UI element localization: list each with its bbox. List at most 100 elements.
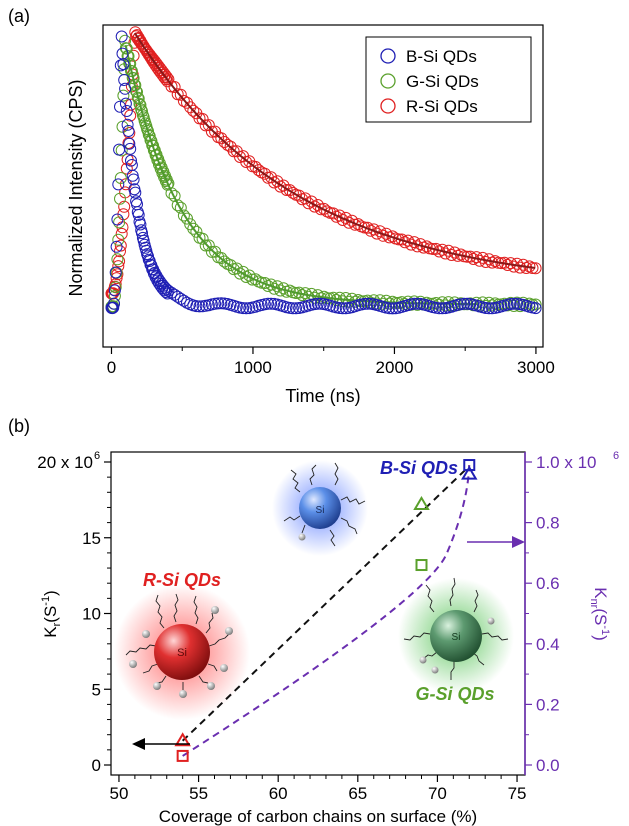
fit-line [124,44,480,306]
data-point [161,178,174,191]
kr-unit-sup: -1 [40,596,52,606]
data-point [433,302,446,315]
data-point [358,297,371,310]
data-point [411,297,424,310]
data-point [119,82,132,95]
data-point [177,209,190,222]
data-point [240,302,253,315]
legend-marker [380,98,396,114]
data-point [187,104,200,117]
data-point [125,154,137,167]
data-point [130,85,143,98]
data-point [108,284,121,297]
data-point [122,137,135,149]
plot-a-x-tick-label: 0 [107,358,116,377]
svg-text:Knr(S-1): Knr(S-1) [588,587,611,641]
data-point [483,302,495,315]
data-point [280,184,293,196]
data-point [114,192,126,205]
qd-illustration-green: Si [398,577,514,694]
data-point [486,299,499,312]
plot-b-left-tick-label: 20 x 10 [37,453,93,472]
data-point [193,300,206,313]
data-point [124,142,137,155]
data-point [286,302,299,315]
data-point [504,298,517,310]
data-point [196,232,209,245]
green-si-label: Si [452,632,461,643]
plot-b-left-tick-exponent: 6 [94,450,100,462]
data-point [311,199,324,211]
data-point [461,297,474,310]
knr-data-point [176,749,189,762]
data-point [255,276,268,289]
plot-b-left-tick-label: 5 [92,680,101,699]
svg-text:Kr(S-1): Kr(S-1) [40,590,63,637]
panel-b-label: (b) [8,416,30,436]
data-point [265,297,278,310]
data-point [168,81,181,93]
data-point [174,201,187,214]
data-point [118,200,131,213]
data-point [190,225,203,238]
data-point [121,118,134,131]
data-point [131,86,143,98]
data-point [110,272,123,285]
legend-item: R-Si QDs [380,97,478,116]
data-point [212,297,225,310]
kr-unit: (S [41,606,60,623]
data-point [132,208,145,221]
data-point [392,233,405,246]
data-point [215,132,228,145]
data-point [120,105,133,117]
plot-a-x-axis-title: Time (ns) [285,386,360,406]
data-point [162,284,175,297]
data-point [218,136,231,148]
legend-item: B-Si QDs [380,47,477,66]
legend-label: G-Si QDs [406,72,479,91]
data-point [187,222,200,235]
plot-a-x-tick-label: 1000 [234,358,272,377]
data-point [115,227,128,240]
data-point [436,302,449,315]
data-point [122,125,135,137]
knr-trend-curve [182,464,471,757]
plot-b-left-axis-title: Kr(S-1) [40,590,63,637]
data-point [286,186,299,199]
plot-b-x-tick-label: 75 [508,784,527,803]
data-point [136,227,148,240]
plot-a-x-tick-label: 2000 [376,358,414,377]
data-point [142,128,155,141]
data-point [252,164,265,177]
plot-b-x-axis-title: Coverage of carbon chains on surface (%) [159,807,477,826]
red-si-label: Si [177,647,187,659]
legend-label: R-Si QDs [406,97,478,116]
legend-label: B-Si QDs [406,47,477,66]
kr-data-point [413,495,430,510]
data-point [162,73,175,86]
plot-b-series [174,459,478,762]
data-point [258,167,271,180]
kr-subscript: r [51,622,63,626]
data-point [107,301,120,314]
knr-symbol: K [591,587,610,599]
data-point [529,302,542,315]
plot-b-x-tick-label: 55 [189,784,208,803]
data-point [218,255,231,268]
fit-line [133,32,536,269]
plot-b-x-tick-label: 50 [110,784,129,803]
knr-subscript: nr [588,599,600,609]
data-point [115,30,128,43]
data-point [160,71,173,83]
kr-trend-line [181,465,470,742]
data-point [209,125,222,138]
legend-item: G-Si QDs [380,72,479,91]
plot-b-left-tick-label: 15 [82,529,101,548]
data-point [134,218,147,231]
data-point [327,207,340,220]
data-point [129,186,142,199]
legend-marker [380,48,396,64]
data-point [346,292,358,305]
series-r-si-qds [105,26,542,300]
